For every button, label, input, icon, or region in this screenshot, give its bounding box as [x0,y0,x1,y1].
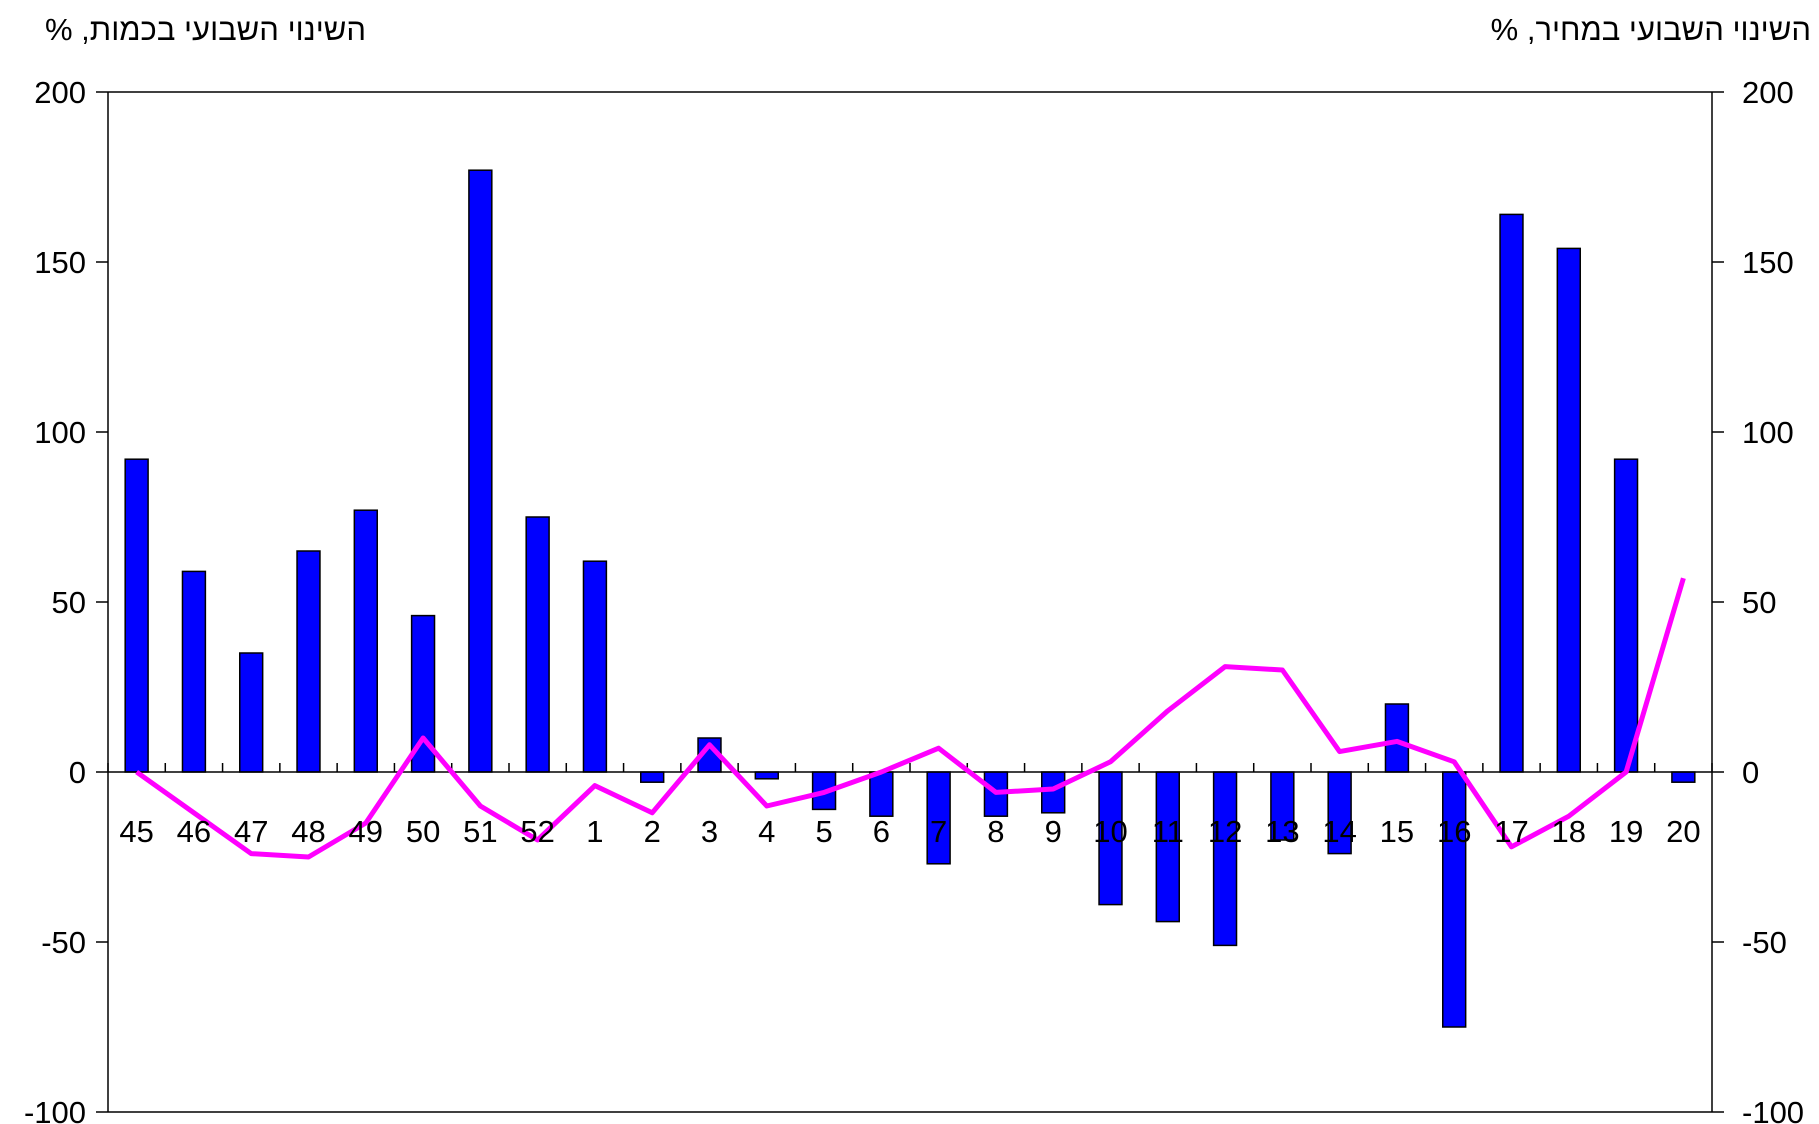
y-tick-label-left: 0 [69,755,86,790]
zero-axis [107,763,1713,773]
x-tick-label: 17 [1494,814,1528,849]
x-tick-label: 19 [1609,814,1643,849]
bar-week-18 [1556,247,1581,773]
right-axis-title: השינוי השבועי במחיר, % [1490,12,1811,47]
x-tick-label: 18 [1552,814,1586,849]
x-tick-label: 16 [1437,814,1471,849]
bar-week-15 [1384,703,1410,773]
price-line [135,577,1686,860]
x-tick-label: 3 [701,814,718,849]
x-axis-labels: 45 46 47 48 49 50 51 52 1 2 3 4 5 6 7 8 9 10 11 12 13 14 15 16 1… [119,814,1700,849]
x-tick-label: 12 [1208,814,1242,849]
y-tick-label-left: -100 [24,1095,86,1124]
x-tick-label: 4 [758,814,775,849]
y-tick-label-right: 200 [1742,75,1794,110]
x-tick-label: 47 [234,814,268,849]
bar-week-16 [1442,771,1467,1028]
price-line-series [135,577,1686,860]
x-tick-label: 6 [873,814,890,849]
left-axis: 200 150 100 50 0 -50 -100 [24,75,108,1124]
x-tick-label: 20 [1666,814,1700,849]
left-axis-title: השינוי השבועי בכמות, % [45,12,367,47]
y-tick-label-left: 100 [34,415,86,450]
bar-week-47 [239,652,264,773]
y-tick-label-right: -100 [1742,1095,1804,1124]
x-tick-label: 13 [1265,814,1299,849]
bar-week-4 [754,771,779,780]
y-tick-label-right: 100 [1742,415,1794,450]
y-tick-label-right: 150 [1742,245,1794,280]
bar-week-9 [1041,771,1066,814]
x-tick-label: 50 [406,814,440,849]
x-tick-label: 9 [1045,814,1062,849]
x-tick-label: 11 [1152,814,1184,849]
bar-week-51 [468,169,493,773]
x-tick-label: 52 [520,814,554,849]
bar-week-6 [869,771,894,817]
x-tick-label: 7 [930,814,947,849]
bar-week-52 [525,516,550,773]
x-tick-label: 15 [1380,814,1414,849]
bar-week-45 [124,458,149,773]
bar-week-48 [296,550,321,773]
y-tick-label-left: 200 [34,75,86,110]
bar-week-19 [1613,458,1639,773]
y-tick-label-left: 150 [34,245,86,280]
bar-week-12 [1212,771,1238,947]
x-tick-label: 46 [177,814,211,849]
x-tick-label: 5 [815,814,832,849]
y-tick-label-left: -50 [41,925,86,960]
x-tick-label: 49 [349,814,383,849]
bar-week-1 [582,560,608,773]
x-tick-label: 1 [586,814,603,849]
x-tick-label: 8 [987,814,1004,849]
x-tick-label: 45 [119,814,153,849]
y-tick-label-right: 0 [1742,755,1759,790]
x-tick-label: 2 [644,814,661,849]
bar-week-46 [181,570,207,773]
bar-week-2 [640,771,665,783]
right-axis: 200 150 100 50 0 -50 -100 [1712,75,1804,1124]
x-tick-label: 14 [1322,814,1356,849]
y-tick-label-right: 50 [1742,585,1776,620]
x-tick-label: 10 [1093,814,1127,849]
plot-frame [107,91,1713,1113]
y-tick-label-right: -50 [1742,925,1787,960]
bar-week-49 [353,509,378,773]
bar-week-20 [1671,771,1696,783]
bar-series [124,169,1696,1028]
y-tick-label-left: 50 [52,585,86,620]
x-tick-label: 48 [291,814,325,849]
bar-week-17 [1499,213,1524,773]
x-tick-label: 51 [463,814,497,849]
